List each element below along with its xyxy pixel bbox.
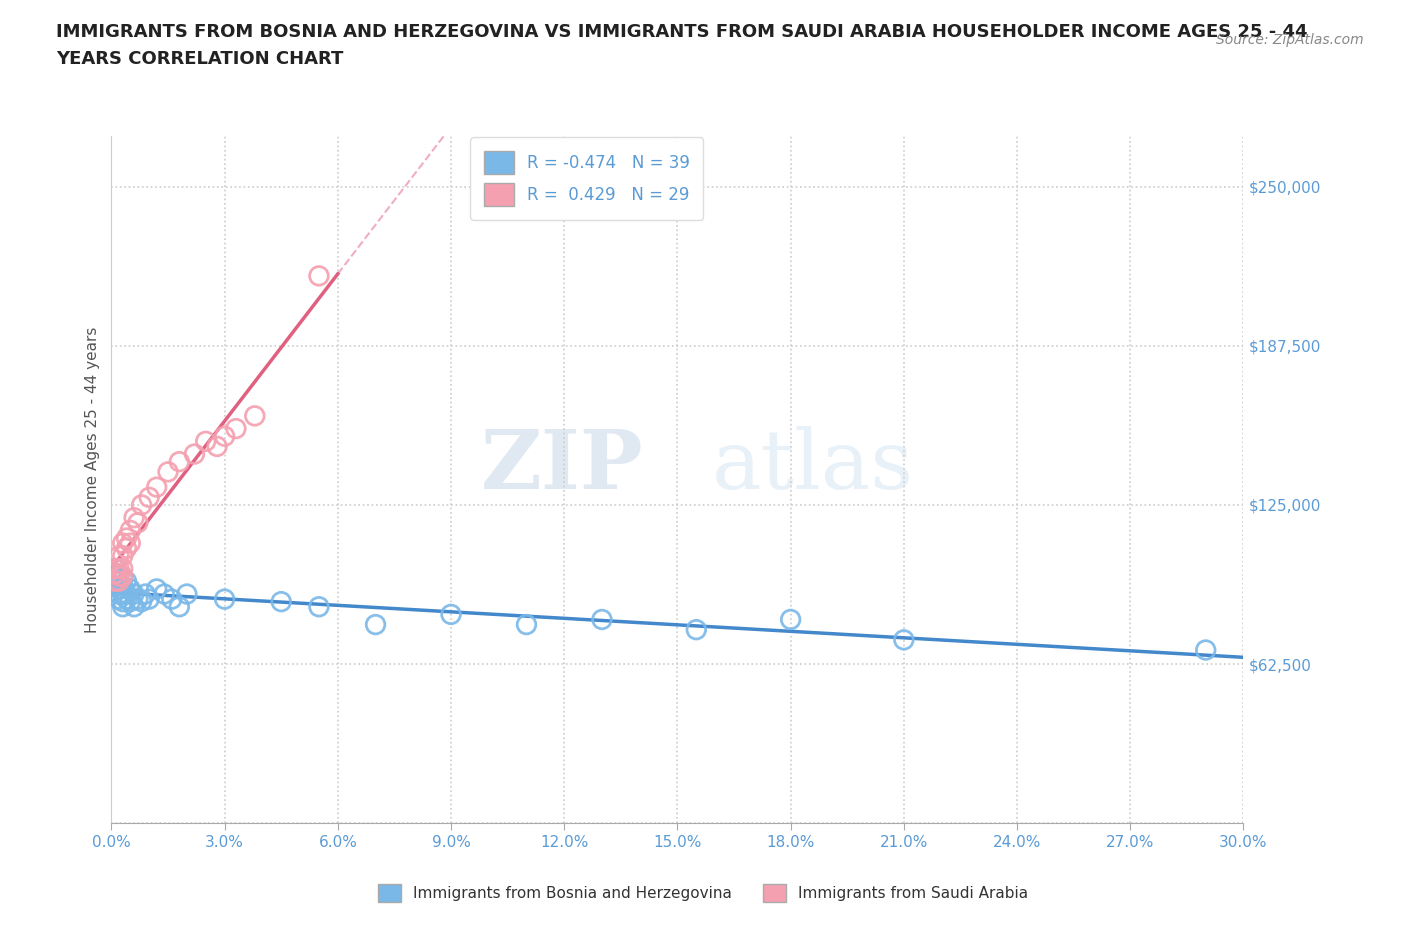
Point bbox=[145, 581, 167, 596]
Point bbox=[176, 587, 198, 602]
Y-axis label: Householder Income Ages 25 - 44 years: Householder Income Ages 25 - 44 years bbox=[86, 326, 100, 632]
Legend: Immigrants from Bosnia and Herzegovina, Immigrants from Saudi Arabia: Immigrants from Bosnia and Herzegovina, … bbox=[373, 878, 1033, 909]
Point bbox=[104, 566, 127, 581]
Point bbox=[108, 549, 131, 564]
Point bbox=[115, 531, 138, 546]
Point bbox=[205, 439, 228, 454]
Point bbox=[893, 632, 915, 647]
Point bbox=[156, 464, 179, 479]
Point bbox=[111, 549, 134, 564]
Point bbox=[1195, 643, 1218, 658]
Point bbox=[134, 587, 156, 602]
Point bbox=[153, 587, 176, 602]
Point bbox=[122, 599, 145, 614]
Point bbox=[440, 607, 463, 622]
Legend: R = -0.474   N = 39, R =  0.429   N = 29: R = -0.474 N = 39, R = 0.429 N = 29 bbox=[471, 138, 703, 219]
Point bbox=[115, 540, 138, 555]
Point bbox=[131, 498, 153, 512]
Point bbox=[122, 587, 145, 602]
Point bbox=[127, 591, 149, 606]
Point bbox=[145, 480, 167, 495]
Point bbox=[115, 587, 138, 602]
Point bbox=[138, 490, 160, 505]
Point bbox=[779, 612, 801, 627]
Point bbox=[104, 561, 127, 576]
Point bbox=[160, 591, 183, 606]
Point bbox=[214, 591, 236, 606]
Point bbox=[111, 594, 134, 609]
Point bbox=[111, 571, 134, 586]
Point bbox=[120, 536, 142, 551]
Point bbox=[104, 561, 127, 576]
Point bbox=[308, 599, 330, 614]
Point bbox=[108, 581, 131, 596]
Point bbox=[127, 515, 149, 530]
Point bbox=[104, 574, 127, 589]
Point bbox=[225, 421, 247, 436]
Text: ZIP: ZIP bbox=[481, 426, 644, 506]
Point bbox=[685, 622, 707, 637]
Point bbox=[108, 574, 131, 589]
Text: Source: ZipAtlas.com: Source: ZipAtlas.com bbox=[1216, 33, 1364, 46]
Point bbox=[122, 511, 145, 525]
Point bbox=[183, 446, 205, 461]
Point bbox=[111, 599, 134, 614]
Point bbox=[270, 594, 292, 609]
Point bbox=[364, 618, 387, 632]
Point bbox=[138, 591, 160, 606]
Point bbox=[115, 574, 138, 589]
Point bbox=[111, 536, 134, 551]
Point bbox=[108, 591, 131, 606]
Point bbox=[111, 561, 134, 576]
Point bbox=[108, 569, 131, 584]
Point bbox=[194, 434, 217, 449]
Point bbox=[108, 574, 131, 589]
Point bbox=[111, 587, 134, 602]
Text: IMMIGRANTS FROM BOSNIA AND HERZEGOVINA VS IMMIGRANTS FROM SAUDI ARABIA HOUSEHOLD: IMMIGRANTS FROM BOSNIA AND HERZEGOVINA V… bbox=[56, 23, 1308, 68]
Point bbox=[591, 612, 613, 627]
Point bbox=[131, 594, 153, 609]
Point bbox=[308, 269, 330, 284]
Point bbox=[214, 429, 236, 444]
Point bbox=[111, 579, 134, 594]
Point bbox=[120, 581, 142, 596]
Point bbox=[120, 594, 142, 609]
Point bbox=[111, 569, 134, 584]
Point bbox=[108, 587, 131, 602]
Point bbox=[104, 579, 127, 594]
Point bbox=[115, 591, 138, 606]
Point bbox=[104, 569, 127, 584]
Point bbox=[169, 599, 191, 614]
Point bbox=[108, 561, 131, 576]
Point bbox=[243, 408, 266, 423]
Point bbox=[515, 618, 537, 632]
Text: atlas: atlas bbox=[711, 426, 914, 506]
Point bbox=[169, 454, 191, 469]
Point bbox=[120, 523, 142, 538]
